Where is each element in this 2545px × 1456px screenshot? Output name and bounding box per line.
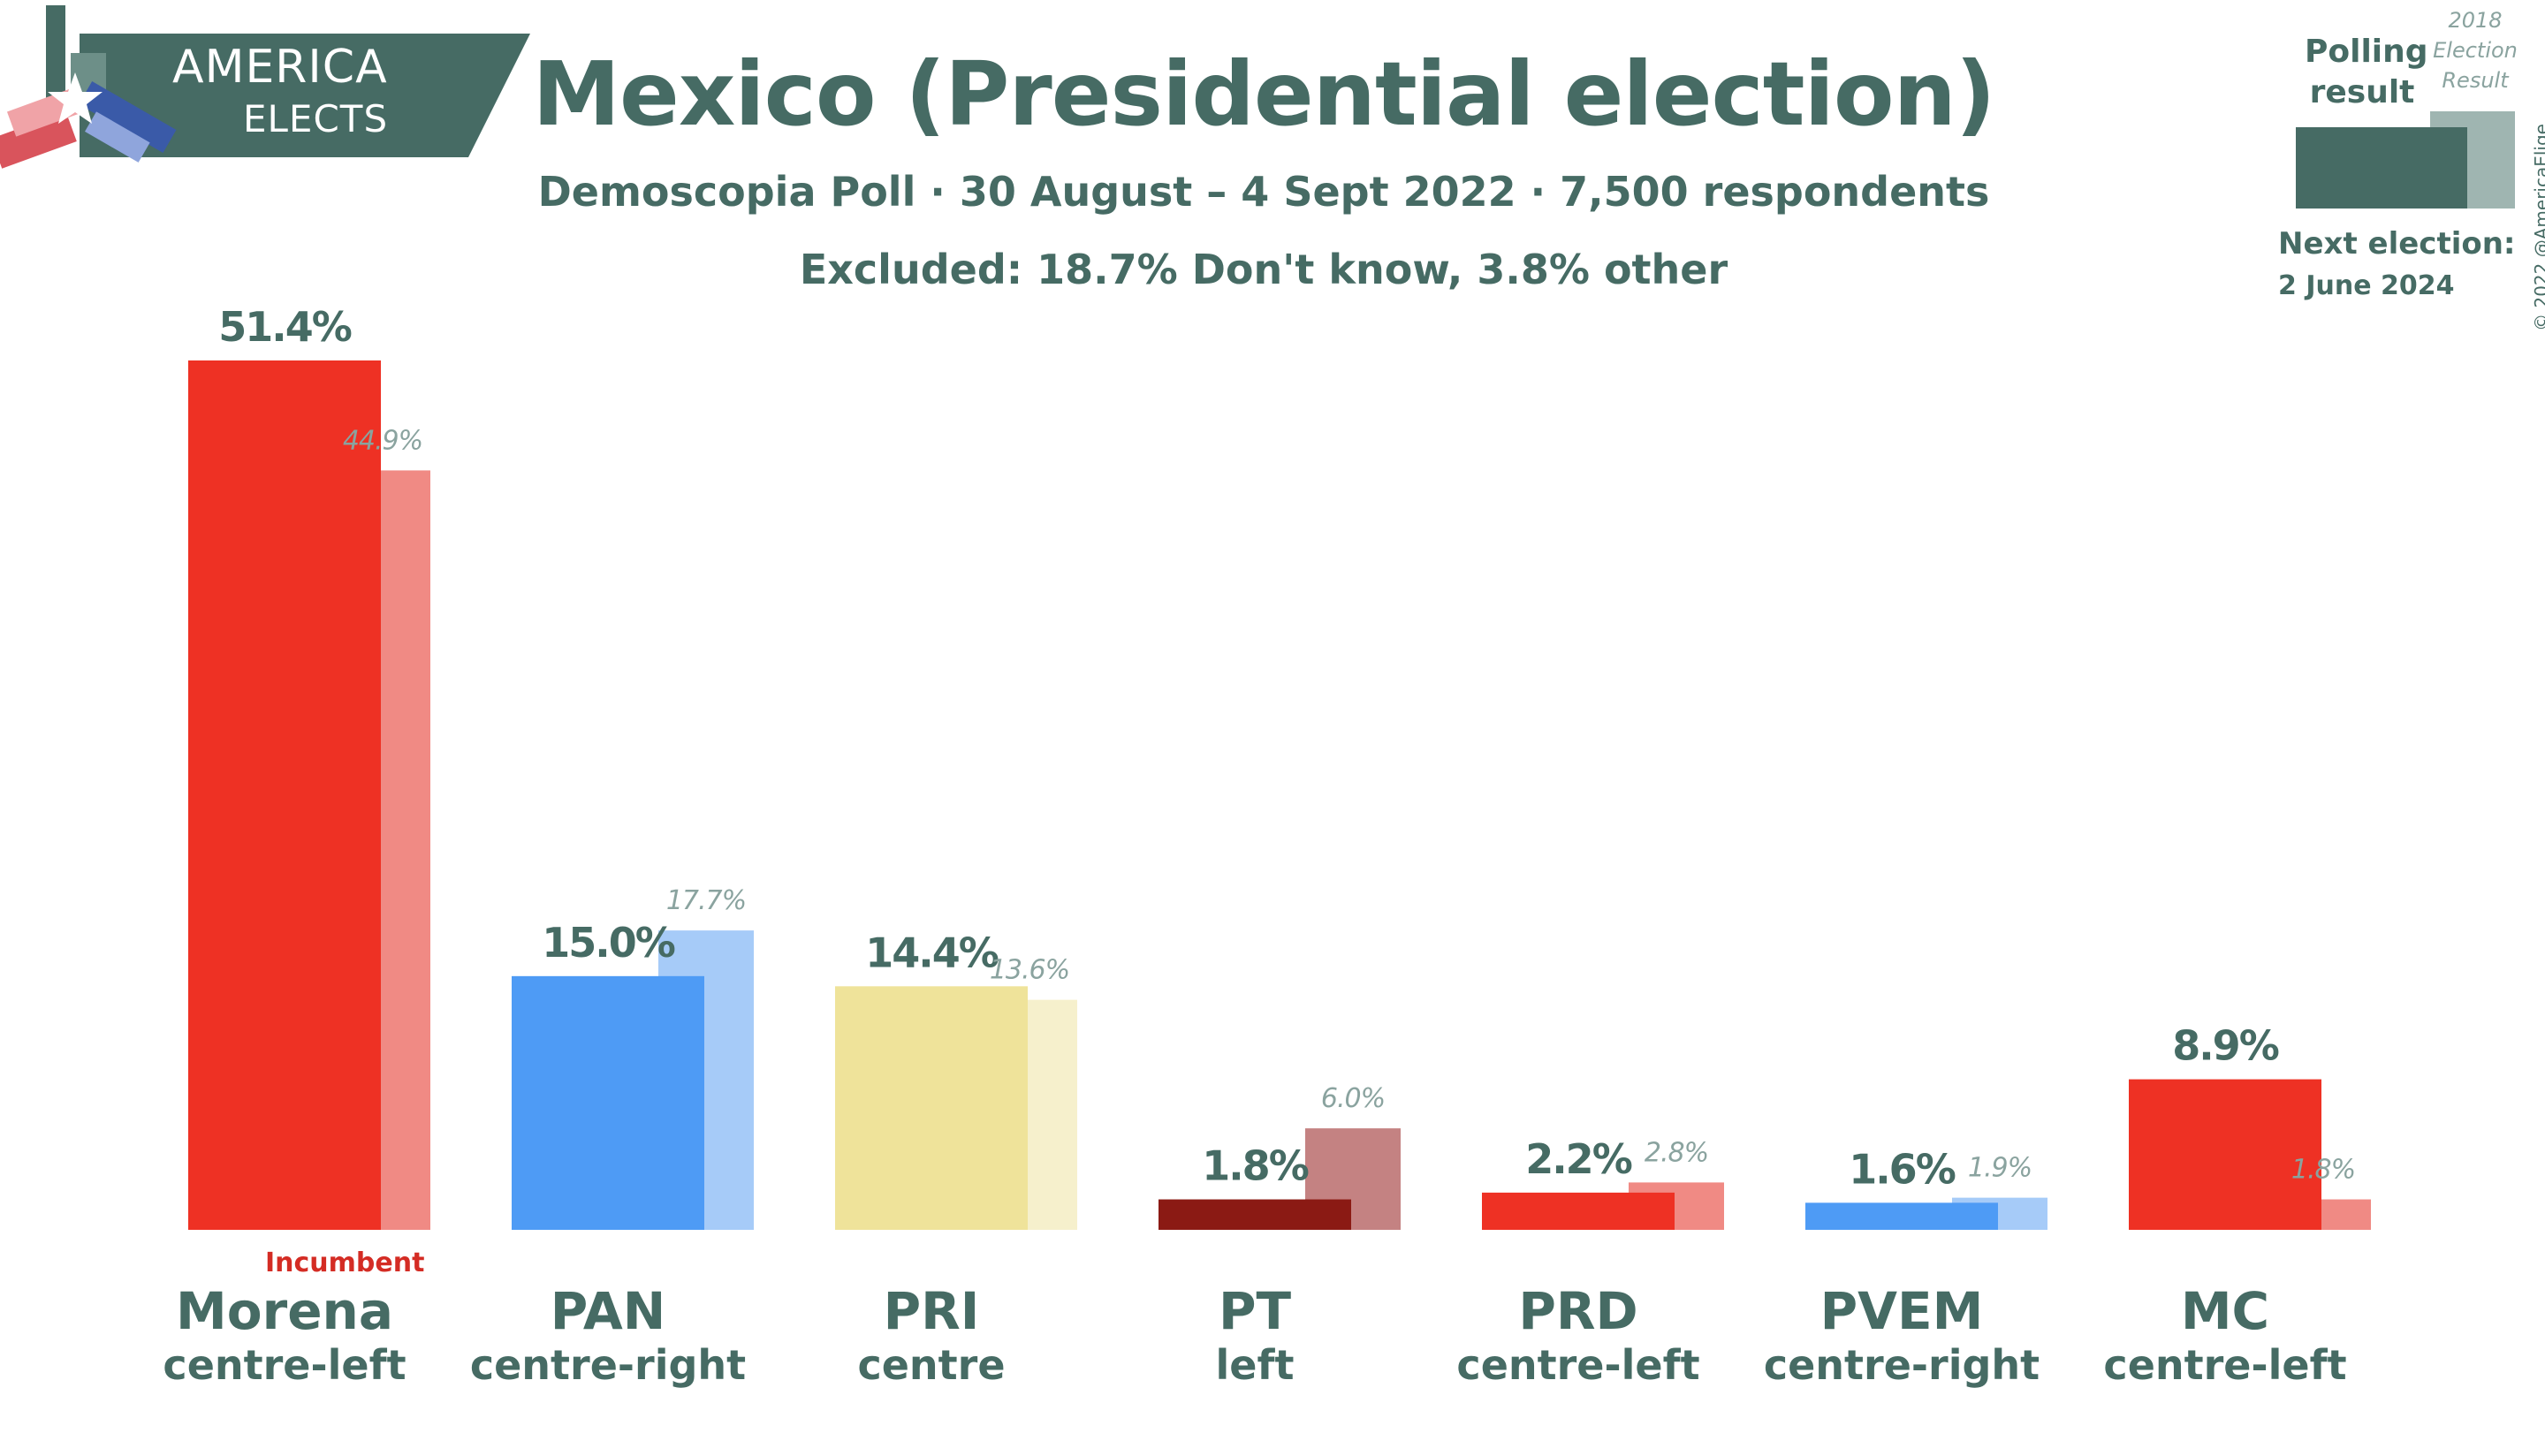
party-name: PT (1218, 1281, 1292, 1341)
brand-line2: ELECTS (243, 97, 389, 140)
party-ideology: left (1215, 1341, 1295, 1389)
logo-graphic (0, 5, 530, 169)
party-name: PAN (550, 1281, 666, 1341)
x-label-pri: PRI centre (772, 1283, 1090, 1391)
value-label-2018-pri: 13.6% (990, 955, 1069, 986)
chart-subtitle: Demoscopia Poll · 30 August – 4 Sept 202… (537, 168, 1990, 216)
party-name: PRI (883, 1281, 980, 1341)
chart-title: Mexico (Presidential election) (532, 42, 1996, 146)
bar-poll-pan (512, 975, 704, 1230)
party-ideology: centre-left (1456, 1341, 1700, 1389)
value-label-2018-pt: 6.0% (1321, 1083, 1385, 1114)
party-ideology: centre-left (163, 1341, 406, 1389)
legend-swatches (2296, 111, 2515, 209)
legend-polling-swatch (2296, 127, 2467, 209)
x-label-morena: Morena centre-left (125, 1283, 444, 1391)
party-name: Morena (176, 1281, 393, 1341)
party-ideology: centre-left (2103, 1341, 2347, 1389)
legend-polling-label: Polling result (2305, 34, 2428, 110)
next-election-label: Next election: (2278, 226, 2516, 262)
legend-previous-label: 2018 Election Result (2433, 8, 2518, 93)
x-label-pan: PAN centre-right (449, 1283, 767, 1391)
value-label-2018-prd: 2.8% (1645, 1137, 1708, 1168)
value-label-poll-mc: 8.9% (2172, 1022, 2278, 1070)
value-label-2018-morena: 44.9% (343, 425, 422, 456)
x-label-pvem: PVEM centre-right (1743, 1283, 2061, 1391)
party-name: PVEM (1819, 1281, 1984, 1341)
brand-line1: AMERICA (172, 41, 388, 94)
value-label-poll-morena: 51.4% (218, 303, 351, 351)
value-label-poll-prd: 2.2% (1525, 1135, 1631, 1183)
legend: Polling result 2018 Election Result Next… (2262, 0, 2545, 301)
incumbent-label: Incumbent (265, 1247, 425, 1278)
bar-poll-morena (188, 360, 381, 1230)
value-label-2018-pan: 17.7% (666, 885, 746, 916)
x-label-mc: MC centre-left (2066, 1283, 2384, 1391)
party-name: MC (2180, 1281, 2270, 1341)
bar-poll-pvem (1805, 1202, 1998, 1230)
x-label-pt: PT left (1096, 1283, 1414, 1391)
party-name: PRD (1518, 1281, 1638, 1341)
value-label-poll-pri: 14.4% (865, 929, 998, 976)
value-label-2018-pvem: 1.9% (1968, 1153, 2032, 1184)
bar-poll-pri (835, 986, 1028, 1230)
value-label-poll-pvem: 1.6% (1849, 1145, 1955, 1193)
party-ideology: centre (857, 1341, 1006, 1389)
party-ideology: centre-right (1763, 1341, 2040, 1389)
value-label-poll-pt: 1.8% (1202, 1142, 1308, 1190)
x-label-prd: PRD centre-left (1419, 1283, 1737, 1391)
next-election-date: 2 June 2024 (2278, 270, 2455, 301)
bar-poll-pt (1159, 1199, 1351, 1230)
excluded-note: Excluded: 18.7% Don't know, 3.8% other (799, 246, 1728, 293)
value-label-2018-mc: 1.8% (2291, 1155, 2355, 1186)
party-ideology: centre-right (469, 1341, 747, 1389)
value-label-poll-pan: 15.0% (542, 919, 674, 967)
bar-poll-prd (1482, 1192, 1675, 1230)
america-elects-logo: AMERICA ELECTS (0, 0, 548, 186)
bar-poll-mc (2129, 1079, 2321, 1230)
